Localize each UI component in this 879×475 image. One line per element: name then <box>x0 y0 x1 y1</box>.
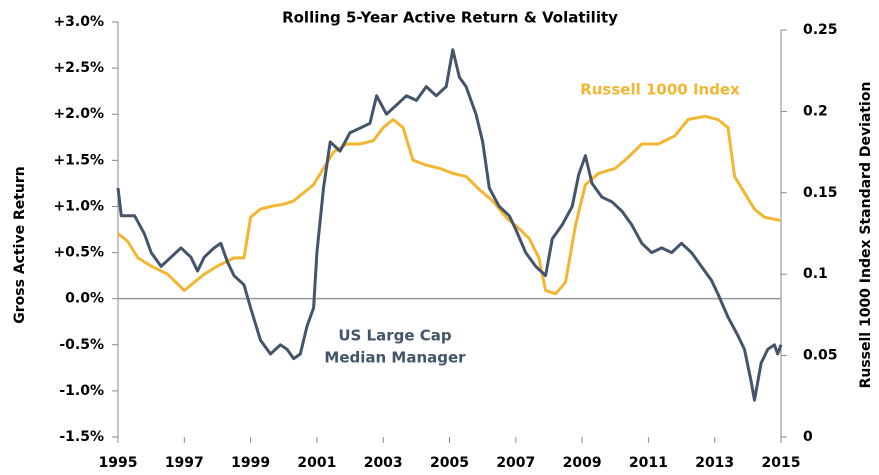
y-tick-label: +1.5% <box>53 152 104 168</box>
y-axis-label: Gross Active Return <box>12 166 28 323</box>
y-tick-label: +1.0% <box>53 198 104 214</box>
x-tick-label: 2013 <box>695 455 734 471</box>
annotation: US Large Cap <box>338 327 452 345</box>
x-tick-label: 2001 <box>297 455 336 471</box>
y-tick-label: +2.0% <box>53 106 104 122</box>
x-tick-label: 2007 <box>496 455 535 471</box>
x-tick-label: 2005 <box>430 455 469 471</box>
y2-tick-label: 0.25 <box>803 22 838 38</box>
y2-tick-label: 0.05 <box>803 348 838 364</box>
chart-title: Rolling 5-Year Active Return & Volatilit… <box>282 9 618 27</box>
y2-tick-label: 0 <box>803 429 813 445</box>
y-tick-label: -1.0% <box>59 383 104 399</box>
x-tick-label: 2003 <box>364 455 403 471</box>
x-tick-label: 2011 <box>629 455 668 471</box>
y-tick-label: +2.5% <box>53 60 104 76</box>
y-tick-label: 0.0% <box>65 291 104 307</box>
annotation: Median Manager <box>324 349 466 367</box>
y2-tick-label: 0.2 <box>803 103 828 119</box>
y-tick-label: -0.5% <box>59 337 104 353</box>
x-tick-label: 1999 <box>231 455 270 471</box>
y2-axis-label: Russell 1000 Index Standard Deviation <box>858 82 874 389</box>
annotation: Russell 1000 Index <box>580 81 740 99</box>
x-tick-label: 2009 <box>563 455 602 471</box>
x-tick-label: 1995 <box>99 455 138 471</box>
y-tick-label: +0.5% <box>53 245 104 261</box>
series-line <box>117 114 782 296</box>
series-line <box>116 48 783 402</box>
y2-tick-label: 0.15 <box>803 185 838 201</box>
x-tick-label: 1997 <box>165 455 204 471</box>
y-tick-label: +3.0% <box>53 14 104 30</box>
y2-tick-label: 0.1 <box>803 266 828 282</box>
y-tick-label: -1.5% <box>59 429 104 445</box>
x-tick-label: 2015 <box>762 455 801 471</box>
